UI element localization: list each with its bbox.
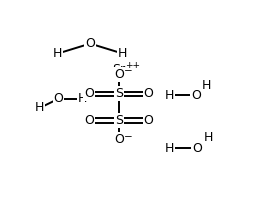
Text: O: O xyxy=(190,89,200,102)
Text: O: O xyxy=(84,87,94,100)
Text: S: S xyxy=(114,114,122,127)
Text: H: H xyxy=(118,47,127,60)
Text: H: H xyxy=(164,141,173,155)
Text: −: − xyxy=(124,66,133,76)
Text: O: O xyxy=(143,87,153,100)
Text: O: O xyxy=(84,114,94,127)
Text: O: O xyxy=(85,37,95,50)
Text: H: H xyxy=(53,47,62,60)
Text: O: O xyxy=(114,68,123,81)
Text: O: O xyxy=(143,114,153,127)
Text: H: H xyxy=(203,132,213,145)
Text: ++: ++ xyxy=(125,61,140,70)
Text: H: H xyxy=(164,89,173,102)
Text: H: H xyxy=(77,92,87,105)
Text: S: S xyxy=(114,87,122,100)
Text: Sr: Sr xyxy=(112,63,125,76)
Text: H: H xyxy=(35,101,44,114)
Text: H: H xyxy=(201,79,211,92)
Text: O: O xyxy=(191,141,201,155)
Text: O: O xyxy=(53,92,63,105)
Text: −: − xyxy=(124,132,133,142)
Text: O: O xyxy=(114,133,123,146)
